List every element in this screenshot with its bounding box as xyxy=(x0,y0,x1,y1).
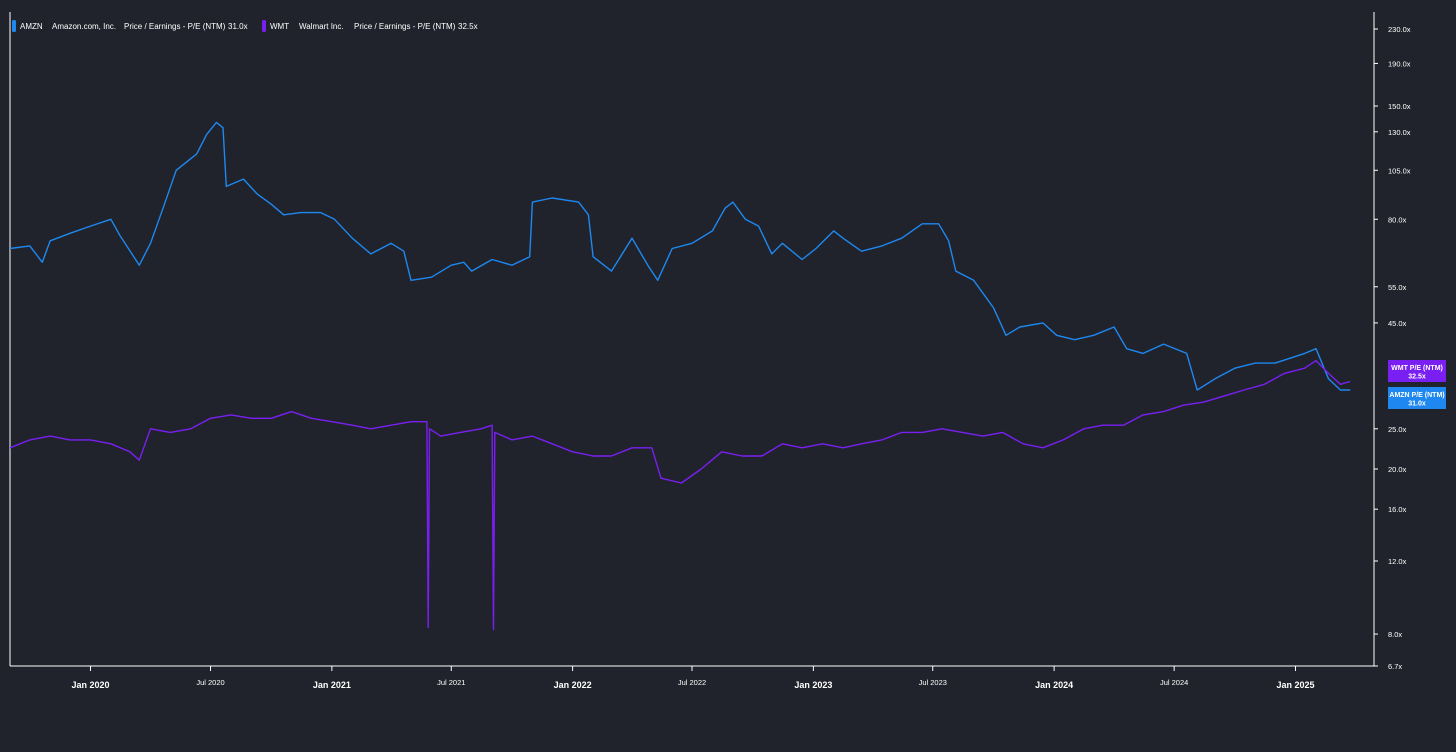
amzn-legend-metric: Price / Earnings - P/E (NTM) xyxy=(124,22,226,31)
x-tick-label: Jul 2022 xyxy=(678,678,706,687)
x-tick-label: Jan 2020 xyxy=(71,680,109,690)
wmt-badge-value: 32.5x xyxy=(1408,374,1426,381)
wmt-legend-ticker: WMT xyxy=(270,22,289,31)
wmt-legend-value: 32.5x xyxy=(458,22,478,31)
y-tick-label: 25.0x xyxy=(1388,425,1407,434)
y-tick-label: 150.0x xyxy=(1388,102,1411,111)
amzn-legend-swatch xyxy=(12,20,16,32)
x-tick-label: Jan 2021 xyxy=(313,680,351,690)
x-tick-label: Jan 2025 xyxy=(1276,680,1314,690)
amzn-legend-value: 31.0x xyxy=(228,22,248,31)
wmt-badge-label: WMT P/E (NTM) xyxy=(1391,365,1443,372)
y-tick-label: 190.0x xyxy=(1388,59,1411,68)
x-tick-label: Jul 2023 xyxy=(919,678,947,687)
y-tick-label: 105.0x xyxy=(1388,166,1411,175)
x-tick-label: Jul 2024 xyxy=(1160,678,1188,687)
amzn-series-line xyxy=(9,121,1351,391)
amzn-legend-ticker: AMZN xyxy=(20,22,43,31)
x-tick-label: Jul 2021 xyxy=(437,678,465,687)
y-tick-label: 6.7x xyxy=(1388,662,1402,671)
legend-item-wmt[interactable]: WMT Walmart Inc. Price / Earnings - P/E … xyxy=(262,20,478,32)
x-axis-ticks: Jan 2020 Jul 2020 Jan 2021 Jul 2021 Jan 2022… xyxy=(71,666,1315,690)
y-tick-label: 16.0x xyxy=(1388,505,1407,514)
y-tick-label: 12.0x xyxy=(1388,557,1407,566)
y-tick-label: 130.0x xyxy=(1388,128,1411,137)
amzn-badge-background xyxy=(1388,387,1446,409)
y-axis-ticks: 230.0x 190.0x 150.0x 130.0x 105.0x 80.0x 55.0x… xyxy=(1374,25,1411,671)
wmt-value-badge: WMT P/E (NTM) 32.5x xyxy=(1388,360,1446,382)
legend-item-amzn[interactable]: AMZN Amazon.com, Inc. Price / Earnings -… xyxy=(12,20,248,32)
amzn-badge-label: AMZN P/E (NTM) xyxy=(1389,392,1444,399)
y-tick-label: 80.0x xyxy=(1388,215,1407,224)
amzn-value-badge: AMZN P/E (NTM) 31.0x xyxy=(1388,387,1446,409)
wmt-badge-background xyxy=(1388,360,1446,382)
x-tick-label: Jul 2020 xyxy=(196,678,224,687)
y-tick-label: 20.0x xyxy=(1388,465,1407,474)
wmt-legend-metric: Price / Earnings - P/E (NTM) xyxy=(354,22,456,31)
amzn-badge-value: 31.0x xyxy=(1408,401,1426,408)
y-tick-label: 55.0x xyxy=(1388,283,1407,292)
wmt-series-line xyxy=(9,359,1351,631)
x-tick-label: Jan 2024 xyxy=(1035,680,1073,690)
wmt-legend-company: Walmart Inc. xyxy=(299,22,344,31)
y-tick-label: 8.0x xyxy=(1388,630,1402,639)
x-tick-label: Jan 2022 xyxy=(554,680,592,690)
amzn-legend-company: Amazon.com, Inc. xyxy=(52,22,116,31)
x-tick-label: Jan 2023 xyxy=(794,680,832,690)
series-lines xyxy=(9,121,1351,631)
y-tick-label: 45.0x xyxy=(1388,319,1407,328)
legend: AMZN Amazon.com, Inc. Price / Earnings -… xyxy=(12,20,478,32)
wmt-legend-swatch xyxy=(262,20,266,32)
y-tick-label: 230.0x xyxy=(1388,25,1411,34)
